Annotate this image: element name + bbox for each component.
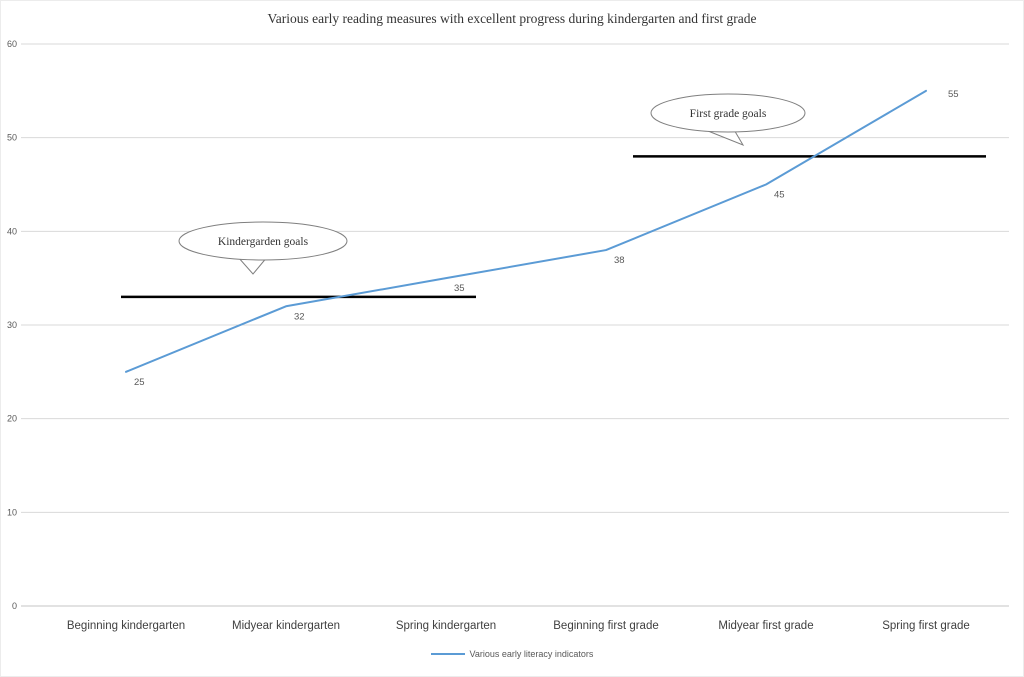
chart-title: Various early reading measures with exce… — [267, 11, 757, 26]
y-axis-tick-label: 30 — [7, 320, 17, 330]
y-axis-tick-label: 60 — [7, 39, 17, 49]
callout-text: Kindergarden goals — [218, 236, 309, 248]
data-point-label: 55 — [948, 89, 959, 100]
y-axis-tick-label: 40 — [7, 226, 17, 236]
data-point-label: 35 — [454, 283, 465, 294]
callout-bubble — [178, 221, 348, 261]
legend-line-swatch-icon — [430, 653, 465, 655]
data-point-label: 38 — [614, 255, 625, 266]
legend: Various early literacy indicators — [1, 649, 1023, 659]
x-axis-category-label: Spring first grade — [882, 620, 970, 632]
legend-label: Various early literacy indicators — [469, 649, 594, 659]
y-axis-tick-label: 50 — [7, 133, 17, 143]
callout-bubble — [650, 93, 806, 133]
data-point-label: 32 — [294, 311, 305, 322]
data-point-label: 45 — [774, 190, 785, 201]
series-line — [125, 89, 927, 373]
callout-text: First grade goals — [690, 108, 767, 120]
y-axis-tick-label: 0 — [12, 601, 17, 611]
y-axis-tick-label: 10 — [7, 507, 17, 517]
x-axis-category-label: Midyear first grade — [718, 620, 813, 632]
x-axis-category-label: Beginning kindergarten — [67, 620, 185, 632]
data-point-label: 25 — [134, 377, 145, 388]
x-axis-category-label: Beginning first grade — [553, 620, 658, 632]
x-axis-category-label: Spring kindergarten — [396, 620, 496, 632]
x-axis-category-label: Midyear kindergarten — [232, 620, 340, 632]
y-axis-tick-label: 20 — [7, 414, 17, 424]
